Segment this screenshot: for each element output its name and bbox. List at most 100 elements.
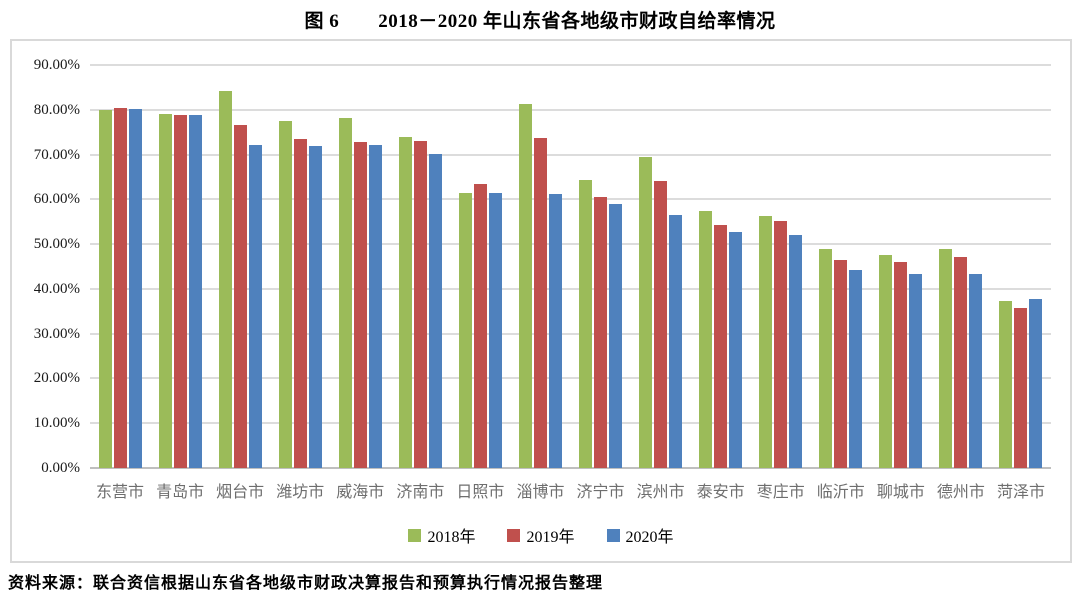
x-tick-label: 聊城市 <box>876 484 925 501</box>
x-tick-label: 枣庄市 <box>756 484 805 501</box>
chart-legend: 2018年 2019年 2020年 <box>12 523 1070 547</box>
bar-东营市-2019年 <box>113 108 127 468</box>
y-tick-label: 20.00% <box>33 370 80 387</box>
bar-济宁市-2019年 <box>594 196 608 468</box>
gridline <box>90 377 1051 380</box>
bar-group-淄博市 <box>510 65 570 468</box>
bar-临沂市-2018年 <box>819 249 833 468</box>
bar-聊城市-2019年 <box>894 261 908 468</box>
bar-泰安市-2020年 <box>729 232 743 468</box>
bar-group-烟台市 <box>210 65 270 468</box>
gridlines <box>90 64 1051 469</box>
bar-德州市-2020年 <box>969 273 983 468</box>
y-tick-label: 0.00% <box>41 460 80 476</box>
x-tick-label: 德州市 <box>936 484 985 501</box>
bar-临沂市-2020年 <box>849 269 863 468</box>
bar-青岛市-2019年 <box>173 115 187 468</box>
bar-淄博市-2019年 <box>533 138 547 468</box>
y-axis: 0.00% 10.00% 20.00% 30.00% 40.00% 50.00% 60.00… <box>12 41 80 561</box>
legend-item-2018年: 2018年 <box>408 523 475 547</box>
bar-枣庄市-2019年 <box>774 221 788 468</box>
bar-临沂市-2019年 <box>834 260 848 468</box>
bar-济南市-2018年 <box>398 137 412 468</box>
bar-group-日照市 <box>450 65 510 468</box>
legend-label: 2020年 <box>625 529 674 546</box>
x-tick-label: 临沂市 <box>816 484 865 501</box>
bar-日照市-2020年 <box>488 192 502 468</box>
x-tick-label: 滨州市 <box>636 484 685 501</box>
legend-label: 2018年 <box>427 529 476 546</box>
bar-group-济宁市 <box>571 65 631 468</box>
bar-菏泽市-2019年 <box>1014 307 1028 468</box>
x-tick-label: 淄博市 <box>516 484 565 501</box>
x-tick-label: 烟台市 <box>216 484 265 501</box>
gridline <box>90 287 1051 290</box>
bar-东营市-2020年 <box>128 108 142 468</box>
x-tick-label: 济南市 <box>396 484 445 501</box>
bar-威海市-2018年 <box>338 118 352 468</box>
x-tick-label: 济宁市 <box>576 484 625 501</box>
x-tick-label: 泰安市 <box>696 484 745 501</box>
bar-group-青岛市 <box>150 65 210 468</box>
bar-日照市-2018年 <box>458 192 472 468</box>
bar-青岛市-2018年 <box>158 114 172 468</box>
chart-container: 0.00% 10.00% 20.00% 30.00% 40.00% 50.00% 60.00… <box>10 39 1072 563</box>
y-tick-label: 10.00% <box>33 415 80 432</box>
bar-烟台市-2020年 <box>248 145 262 468</box>
bar-淄博市-2018年 <box>518 104 532 468</box>
bar-group-威海市 <box>330 65 390 468</box>
x-tick-label: 威海市 <box>336 484 385 501</box>
bar-德州市-2018年 <box>939 249 953 468</box>
bar-group-东营市 <box>90 65 150 468</box>
plot-area <box>90 64 1051 469</box>
bar-济南市-2019年 <box>413 141 427 468</box>
bar-滨州市-2018年 <box>639 156 653 468</box>
bar-group-菏泽市 <box>991 65 1051 468</box>
y-tick-label: 80.00% <box>33 101 80 118</box>
bar-潍坊市-2019年 <box>293 139 307 468</box>
bar-济南市-2020年 <box>428 153 442 468</box>
legend-swatch-icon <box>507 528 521 542</box>
x-tick-label: 日照市 <box>456 484 505 501</box>
bar-烟台市-2019年 <box>233 124 247 468</box>
bar-日照市-2019年 <box>473 184 487 468</box>
y-tick-label: 40.00% <box>33 280 80 297</box>
bar-枣庄市-2018年 <box>759 215 773 468</box>
x-tick-label: 潍坊市 <box>276 484 325 501</box>
gridline <box>90 64 1051 66</box>
bar-group-聊城市 <box>871 65 931 468</box>
bar-滨州市-2019年 <box>654 181 668 468</box>
figure-title: 图 6 2018－2020 年山东省各地级市财政自给率情况 <box>304 11 776 32</box>
bar-菏泽市-2020年 <box>1029 299 1043 468</box>
bar-潍坊市-2018年 <box>278 120 292 468</box>
x-tick-label: 菏泽市 <box>996 484 1045 501</box>
y-tick-label: 50.00% <box>33 236 80 253</box>
bar-潍坊市-2020年 <box>308 145 322 468</box>
bar-淄博市-2020年 <box>548 193 562 468</box>
legend-swatch-icon <box>408 528 422 542</box>
bar-菏泽市-2018年 <box>999 301 1013 468</box>
bar-聊城市-2018年 <box>879 255 893 468</box>
y-tick-label: 30.00% <box>33 325 80 342</box>
bar-group-潍坊市 <box>270 65 330 468</box>
legend-swatch-icon <box>606 528 620 542</box>
bar-济宁市-2020年 <box>609 203 623 468</box>
gridline <box>90 198 1051 201</box>
bar-group-泰安市 <box>691 65 751 468</box>
bar-group-滨州市 <box>631 65 691 468</box>
gridline <box>90 422 1051 425</box>
bar-枣庄市-2020年 <box>789 234 803 468</box>
legend-label: 2019年 <box>526 529 575 546</box>
bar-泰安市-2019年 <box>714 224 728 468</box>
bar-group-临沂市 <box>811 65 871 468</box>
bar-泰安市-2018年 <box>699 210 713 468</box>
bar-滨州市-2020年 <box>669 215 683 468</box>
source-note: 资料来源：联合资信根据山东省各地级市财政决算报告和预算执行情况报告整理 <box>8 575 604 592</box>
bar-青岛市-2020年 <box>188 114 202 468</box>
bar-group-德州市 <box>931 65 991 468</box>
legend-item-2019年: 2019年 <box>507 523 575 547</box>
bar-济宁市-2018年 <box>579 179 593 468</box>
y-tick-label: 60.00% <box>33 191 80 208</box>
bar-威海市-2020年 <box>368 145 382 468</box>
